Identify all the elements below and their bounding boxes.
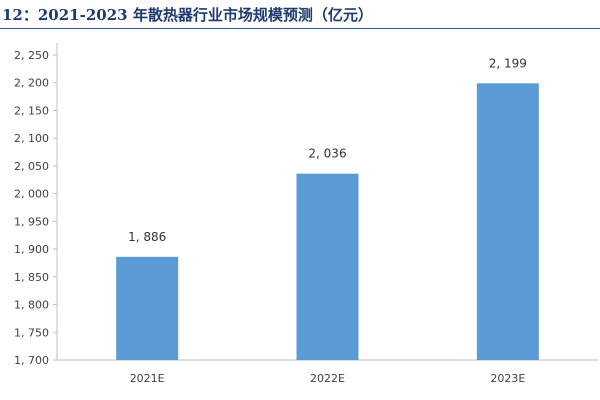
bar-2022E [296,173,359,360]
x-axis: 2021E 2022E 2023E [57,359,598,385]
x-tick-label-2023E: 2023E [490,372,525,385]
y-tick-label: 1, 700 [14,354,49,367]
x-tick-label-2022E: 2022E [310,372,345,385]
y-tick-label: 1, 750 [14,326,49,339]
y-tick-label: 2, 000 [14,188,49,201]
data-label-2023E: 2, 199 [489,56,527,70]
data-label-2021E: 1, 886 [128,230,166,244]
y-tick-label: 1, 850 [14,271,49,284]
chart-title: 12：2021-2023 年散热器行业市场规模预测（亿元） [2,6,373,24]
y-tick-label: 2, 100 [14,132,49,145]
y-tick-label: 1, 950 [14,215,49,228]
y-tick-label: 2, 200 [14,77,49,90]
y-tick-label: 2, 150 [14,104,49,117]
y-tick-label: 1, 900 [14,243,49,256]
bar-2021E [116,256,179,360]
y-tick-label: 2, 050 [14,160,49,173]
y-tick-label: 2, 250 [14,49,49,62]
y-tick-label: 1, 800 [14,299,49,312]
bars [116,83,539,361]
data-labels: 1, 886 2, 036 2, 199 [128,56,527,244]
title-divider [0,28,600,29]
data-label-2022E: 2, 036 [308,147,346,161]
x-tick-label-2021E: 2021E [130,372,165,385]
y-axis: 1, 700 1, 750 1, 800 1, 850 1, 900 1, 950 2, 0… [14,43,58,367]
bar-2023E [476,83,539,361]
